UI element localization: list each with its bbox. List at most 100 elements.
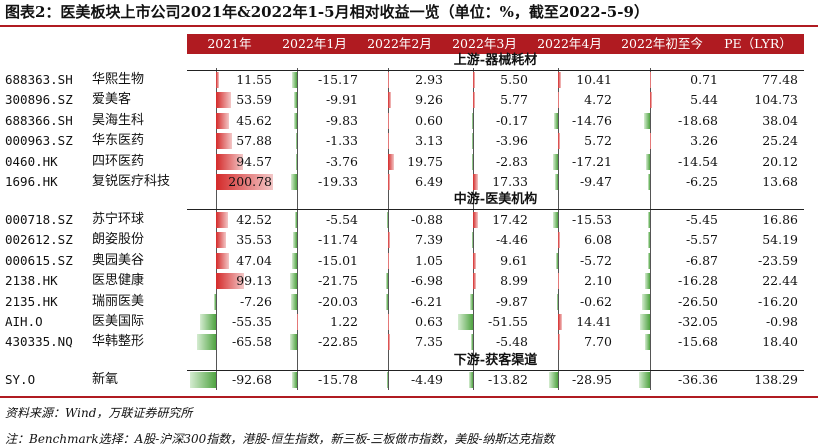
positive-return-bar — [650, 92, 652, 109]
positive-return-bar — [558, 133, 560, 150]
pe-value: -23.59 — [757, 252, 798, 268]
zero-axis-line — [297, 68, 298, 390]
positive-return-bar — [388, 252, 389, 269]
company-name: 医美国际 — [92, 314, 145, 329]
positive-return-bar — [558, 232, 560, 249]
stock-code: 0460.HK — [5, 153, 58, 169]
return-value: 7.35 — [415, 334, 443, 350]
top-rule — [0, 25, 818, 27]
negative-return-bar — [553, 212, 558, 228]
table-row: 000718.SZ 苏宁环球 42.52 -5.54 -0.88 17.42 -15.53 -… — [0, 210, 818, 230]
return-value: 200.78 — [228, 174, 272, 189]
return-value: -13.82 — [487, 372, 528, 387]
negative-return-bar — [471, 334, 473, 351]
return-value: 1.22 — [330, 314, 358, 329]
zero-axis-line — [388, 68, 389, 390]
pe-value: 16.86 — [762, 212, 798, 227]
return-value: -5.48 — [495, 334, 528, 350]
stock-code: 000615.SZ — [5, 252, 73, 268]
negative-return-bar — [647, 252, 650, 269]
negative-return-bar — [292, 72, 297, 88]
return-value: -15.53 — [571, 212, 612, 227]
zero-axis-line — [473, 68, 474, 390]
zero-axis-line — [216, 68, 217, 390]
company-name: 昊海生科 — [92, 112, 145, 128]
return-value: -2.83 — [495, 153, 528, 169]
negative-return-bar — [200, 314, 216, 330]
bottom-rule — [0, 396, 818, 398]
company-name: 苏宁环球 — [92, 212, 145, 227]
negative-return-bar — [290, 293, 297, 310]
return-value: -18.68 — [677, 112, 718, 128]
return-value: 3.26 — [690, 133, 718, 149]
negative-return-bar — [294, 112, 297, 129]
negative-return-bar — [471, 133, 473, 150]
return-value: -17.21 — [571, 153, 612, 169]
return-value: 45.62 — [236, 112, 272, 128]
negative-return-bar — [292, 252, 297, 269]
return-value: -6.87 — [685, 252, 718, 268]
return-value: 17.33 — [492, 174, 528, 189]
negative-return-bar — [557, 293, 558, 310]
return-value: -5.57 — [685, 232, 718, 248]
return-value: 5.72 — [584, 133, 612, 149]
return-value: 6.49 — [415, 174, 443, 189]
return-value: -55.35 — [231, 314, 272, 329]
company-name: 四环医药 — [92, 153, 145, 169]
negative-return-bar — [644, 112, 650, 129]
return-value: -92.68 — [231, 372, 272, 387]
stock-code: 1696.HK — [5, 174, 58, 189]
return-value: 9.26 — [415, 92, 443, 108]
return-value: 94.57 — [236, 153, 272, 169]
negative-return-bar — [386, 372, 388, 388]
return-value: -36.36 — [677, 372, 718, 387]
positive-return-bar — [473, 212, 479, 228]
header-mar: 2022年3月 — [452, 36, 517, 51]
pe-value: -16.20 — [757, 293, 798, 309]
table-row: 000615.SZ 奥园美谷 47.04 -15.01 1.05 9.61 -5.72 -6.… — [0, 251, 818, 271]
return-value: 10.41 — [576, 72, 612, 87]
positive-return-bar — [216, 72, 220, 88]
return-value: -14.76 — [571, 112, 612, 128]
return-value: -9.91 — [325, 92, 358, 108]
positive-return-bar — [558, 92, 560, 109]
negative-return-bar — [291, 174, 297, 190]
negative-return-bar — [385, 273, 388, 290]
figure-title: 图表2：医美板块上市公司2021年&2022年1-5月相对收益一览（单位：%，截… — [5, 3, 649, 21]
section-rule — [187, 70, 804, 71]
positive-return-bar — [388, 153, 394, 170]
stock-code: 300896.SZ — [5, 92, 73, 108]
positive-return-bar — [388, 334, 391, 351]
return-value: -65.58 — [231, 334, 272, 350]
company-name: 华熙生物 — [92, 72, 145, 87]
return-value: 14.41 — [576, 314, 612, 329]
return-value: 53.59 — [236, 92, 272, 108]
table-row: 688366.SH 昊海生科 45.62 -9.83 0.60 -0.17 -14.76 -1… — [0, 111, 818, 131]
positive-return-bar — [473, 92, 475, 109]
positive-return-bar — [216, 212, 229, 228]
return-value: 47.04 — [236, 252, 272, 268]
return-value: 0.63 — [415, 314, 443, 329]
positive-return-bar — [388, 314, 389, 330]
table-row: AIH.O 医美国际 -55.35 1.22 0.63 -51.55 14.41 -32.05… — [0, 312, 818, 332]
stock-code: 688363.SH — [5, 72, 73, 87]
positive-return-bar — [216, 133, 233, 150]
section-rule — [187, 370, 804, 371]
pe-value: -0.98 — [765, 314, 798, 329]
table-row: 430335.NQ 华韩整形 -65.58 -22.85 7.35 -5.48 7.70 -1… — [0, 332, 818, 352]
source-note: 资料来源：Wind，万联证券研究所 — [5, 406, 193, 420]
return-value: -19.33 — [317, 174, 358, 189]
pe-value: 104.73 — [754, 92, 798, 108]
return-value: -16.28 — [677, 273, 718, 289]
return-value: 35.53 — [236, 232, 272, 248]
negative-return-bar — [295, 212, 297, 228]
positive-return-bar — [388, 72, 389, 88]
section-rule — [187, 209, 804, 210]
header-pe: PE（LYR） — [724, 36, 792, 51]
negative-return-bar — [472, 153, 473, 170]
positive-return-bar — [216, 174, 274, 190]
benchmark-note: 注：Benchmark选择：A股-沪深300指数，港股-恒生指数，新三板-三板做… — [5, 432, 555, 446]
return-value: -21.75 — [317, 273, 358, 289]
positive-return-bar — [473, 273, 476, 290]
return-value: -22.85 — [317, 334, 358, 350]
